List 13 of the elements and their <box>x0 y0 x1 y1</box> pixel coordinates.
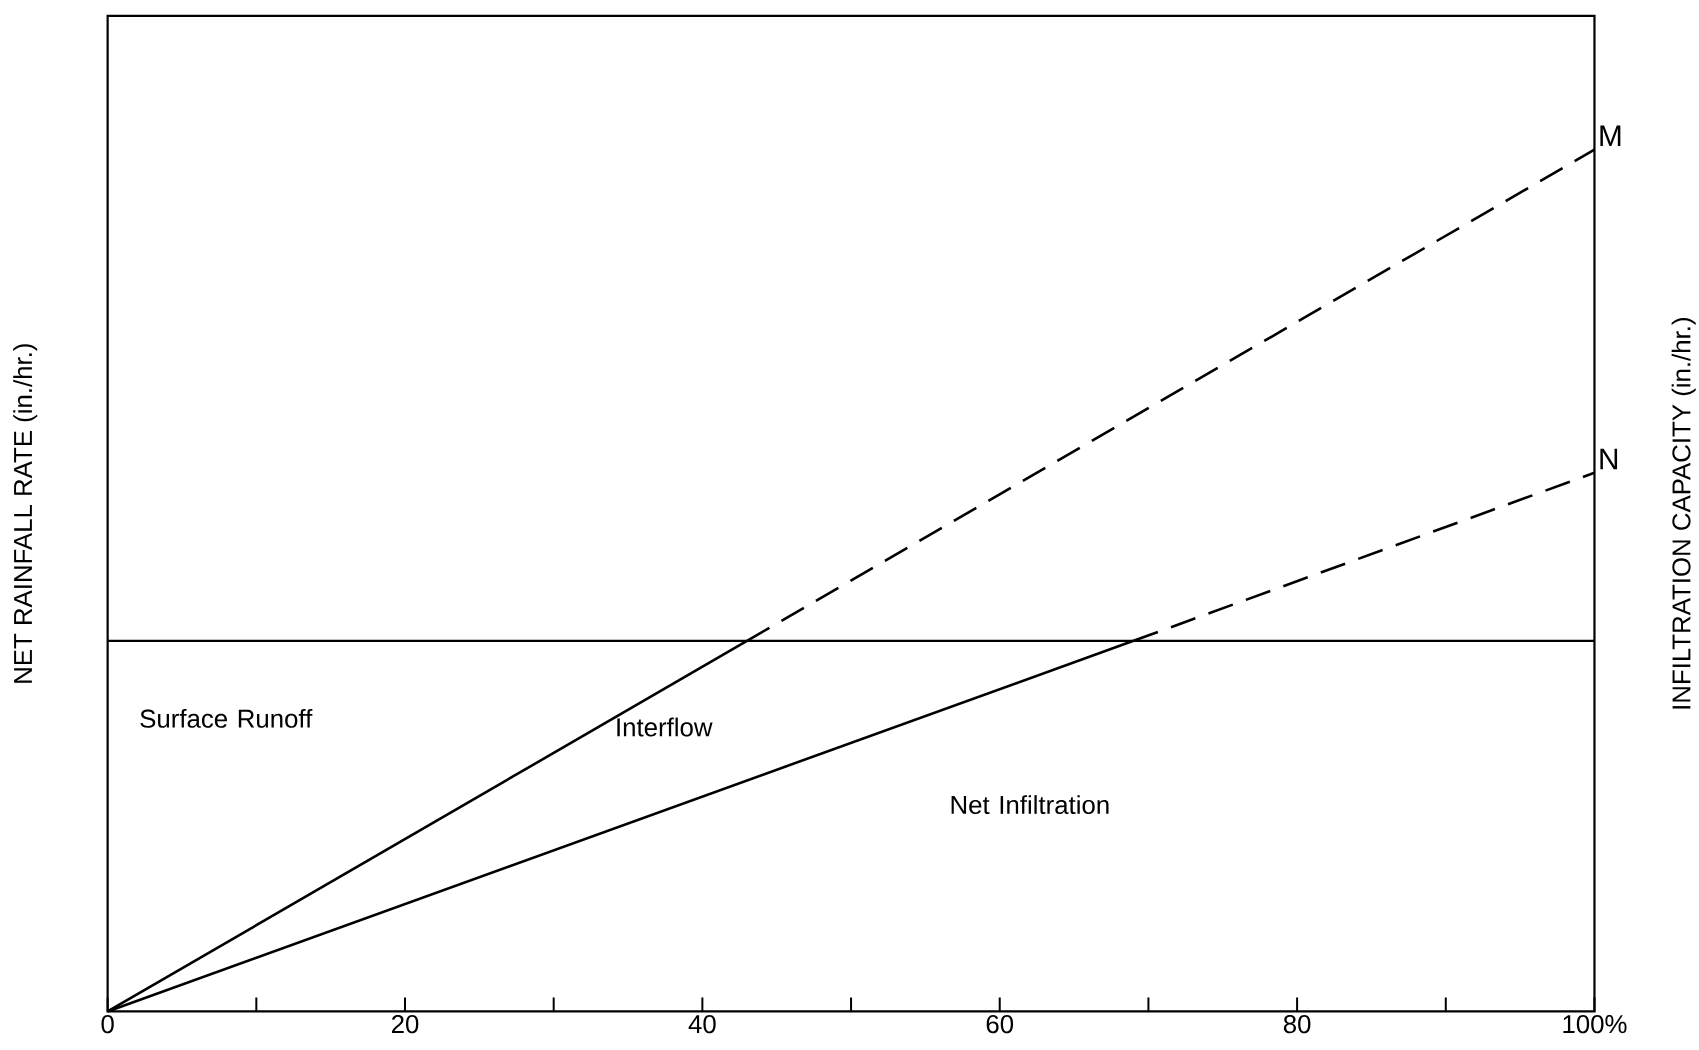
x-tick-label: 100% <box>1563 1014 1627 1034</box>
y-axis-title: NET RAINFALL RATE (in./hr.) <box>13 343 38 683</box>
x-tick-label: 60 <box>986 1014 1014 1034</box>
annotation: Surface Runoff <box>140 708 313 728</box>
x-tick-label: 80 <box>1283 1014 1311 1034</box>
series-label: M <box>1600 125 1621 146</box>
y2-axis-title: INFILTRATION CAPACITY (in./hr.) <box>1671 317 1696 709</box>
x-tick-label: 20 <box>391 1014 419 1034</box>
annotation: Net Infiltration <box>951 794 1109 814</box>
series-label: N <box>1600 448 1618 470</box>
x-tick-label: 0 <box>101 1014 114 1034</box>
annotation: Interflow <box>617 717 713 737</box>
x-tick-label: 40 <box>688 1014 716 1034</box>
